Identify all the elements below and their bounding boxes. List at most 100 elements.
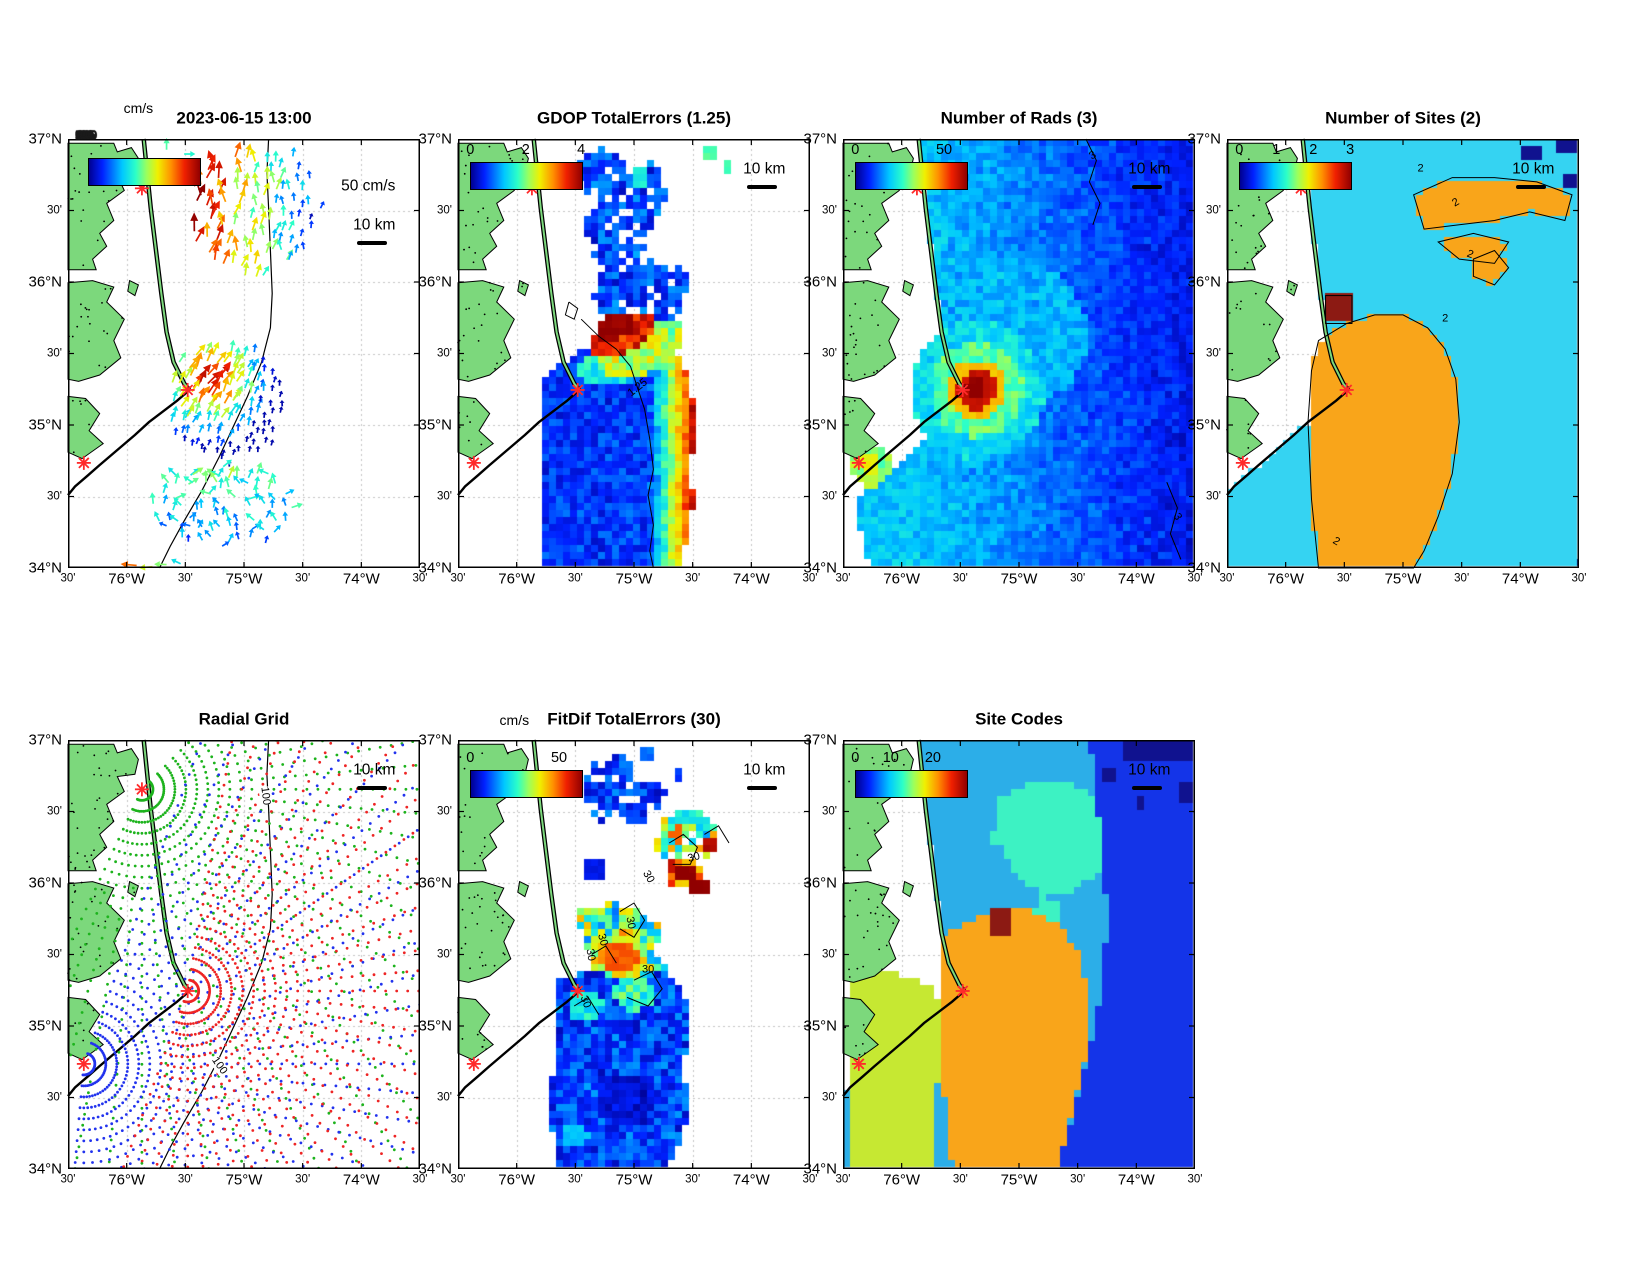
contour-line — [668, 833, 698, 865]
axis-label-lon: 30' — [802, 572, 818, 585]
axis-label-lon: 74°W — [342, 570, 380, 588]
map-overlay-gdop — [457, 138, 810, 569]
south-coastline — [842, 389, 966, 496]
colorbar-site-codes — [855, 770, 969, 798]
axis-label-lon: 74°W — [1117, 570, 1155, 588]
south-coastline — [67, 389, 191, 496]
axis-label-lat: 30' — [822, 947, 837, 960]
scale-label-10-km: 10 km — [1128, 761, 1171, 779]
barrier-island-coastline — [141, 739, 192, 993]
site-marker-cape-hatteras-site — [180, 382, 195, 397]
axis-label-lon: 30' — [450, 572, 466, 585]
panel-radial-grid: Radial Grid 37°N 30' 36°N 30' 35°N 30' 34°N 30' 7… — [28, 711, 427, 1188]
axis-label-lat: 35°N — [418, 1017, 452, 1035]
panel-title-fitdif: FitDif TotalErrors (30) — [547, 709, 721, 729]
axis-label-lat: 30' — [1206, 346, 1221, 359]
contour-label: 30 — [623, 915, 638, 930]
scale-label-10-km: 10 km — [1512, 160, 1555, 178]
heatmap-canvas-site-codes — [843, 740, 1195, 1169]
heatmap-canvas-gdop — [458, 139, 810, 568]
axis-label-lat: 30' — [47, 489, 62, 502]
axis-label-lon: 30' — [412, 572, 428, 585]
site-marker-south-site — [851, 1056, 866, 1071]
scale-bar — [746, 185, 777, 190]
panel-currents: 2023-06-15 13:00 37°N 30' 36°N 30' 35°N 30' 34°… — [28, 101, 427, 587]
axis-label-lat: 35°N — [28, 1017, 62, 1035]
axis-label-lat: 37°N — [418, 130, 452, 148]
axis-label-lon: 30' — [685, 1173, 701, 1186]
panel-title-num-sites: Number of Sites (2) — [1325, 108, 1481, 128]
south-coastline — [842, 990, 966, 1097]
south-coastline — [67, 990, 191, 1097]
axis-label-lat: 36°N — [803, 273, 837, 291]
axis-label-lat: 36°N — [28, 273, 62, 291]
scale-label-10-km: 10 km — [353, 216, 396, 234]
axis-label-lat: 30' — [822, 1090, 837, 1103]
axis-label-lat: 37°N — [28, 731, 62, 749]
axis-label-lon: 76°W — [108, 1171, 146, 1189]
scale-bar — [1131, 185, 1162, 190]
contour-line — [1085, 138, 1101, 225]
axis-label-lon: 30' — [1336, 572, 1352, 585]
colorbar-tick: 2 — [1309, 141, 1318, 158]
contour-line — [1166, 482, 1182, 560]
colorbar-num-sites — [1239, 162, 1353, 190]
colorbar-tick: 0 — [466, 141, 475, 158]
site-marker-south-site — [851, 455, 866, 470]
axis-label-lon: 30' — [1454, 572, 1470, 585]
colorbar-tick: 4 — [577, 141, 586, 158]
isobath-label: 100 — [258, 785, 273, 806]
contour-line — [704, 825, 730, 844]
panel-fitdif: FitDif TotalErrors (30) 37°N 30' 36°N 30' 35°… — [418, 711, 817, 1188]
axis-label-lon: 30' — [1571, 572, 1587, 585]
colorbar-tick: 20 — [924, 749, 941, 766]
axis-label-lat: 30' — [47, 804, 62, 817]
isobath-100m — [158, 739, 273, 1170]
axis-label-lon: 30' — [295, 572, 311, 585]
axis-label-lat: 34°N — [28, 559, 62, 577]
axis-label-lon: 75°W — [225, 570, 263, 588]
axis-label-lat: 37°N — [28, 130, 62, 148]
axis-label-lon: 76°W — [883, 1171, 921, 1189]
colorbar-gdop — [470, 162, 584, 190]
axis-label-lon: 76°W — [498, 1171, 536, 1189]
panel-title-radial-grid: Radial Grid — [198, 709, 290, 729]
land-shapes — [842, 142, 915, 460]
current-vectors — [120, 137, 325, 571]
site-marker-cape-hatteras-site — [1339, 382, 1354, 397]
contour-label: 2 — [1442, 312, 1449, 325]
scale-label-10-km: 10 km — [1128, 160, 1171, 178]
axis-label-lon: 30' — [60, 572, 76, 585]
site-marker-south-site — [466, 455, 481, 470]
colorbar-units-label: cm/s — [123, 100, 154, 116]
axis-label-lon: 75°W — [615, 1171, 653, 1189]
colorbar-tick: 0 — [1235, 141, 1244, 158]
axis-label-lon: 75°W — [225, 1171, 263, 1189]
axis-label-lat: 30' — [437, 947, 452, 960]
contour-label: 30 — [583, 947, 598, 962]
axis-label-lat: 34°N — [1187, 559, 1221, 577]
plot-border — [843, 139, 1195, 568]
contour-label: 30 — [641, 963, 655, 976]
plot-border — [458, 139, 810, 568]
colorbar-units-label: cm/s — [499, 712, 530, 728]
axis-label-lon: 30' — [177, 1173, 193, 1186]
colorbar-tick: 50 — [550, 749, 568, 766]
plot-border — [68, 740, 420, 1169]
plot-border — [68, 139, 420, 568]
axis-label-lat: 30' — [47, 947, 62, 960]
scale-bar — [746, 786, 777, 791]
axis-label-lat: 30' — [822, 489, 837, 502]
contour-line — [591, 945, 617, 964]
axis-label-lat: 36°N — [1187, 273, 1221, 291]
colorbar-num-rads — [855, 162, 969, 190]
scale-label-10-km: 10 km — [743, 761, 786, 779]
axis-label-lon: 30' — [177, 572, 193, 585]
contour-line — [580, 318, 654, 569]
radial-fan-cape-hatteras-site — [122, 740, 420, 1169]
axis-label-lat: 37°N — [803, 731, 837, 749]
map-overlay-num-sites — [1226, 138, 1579, 569]
axis-label-lat: 30' — [437, 489, 452, 502]
colorbar-tick: 50 — [935, 141, 953, 158]
contour-line — [619, 902, 646, 938]
